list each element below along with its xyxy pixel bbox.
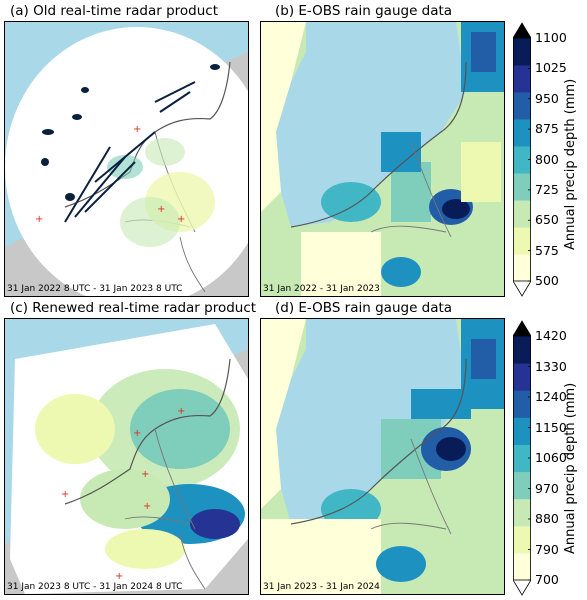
colorbar-extend-min — [513, 579, 531, 596]
svg-text:+: + — [133, 124, 141, 135]
colorbar-tick-label: 950 — [535, 90, 559, 106]
radar-site-markers: + + + + + + — [61, 406, 185, 582]
panel-b-period: 31 Jan 2022 - 31 Jan 2023 — [263, 284, 380, 294]
colorbar-bottom — [513, 320, 531, 596]
colorbar-tick-label: 875 — [535, 121, 559, 137]
colorbar-top-label: Annual precip depth (mm) — [563, 78, 578, 250]
radar-clutter-streaks — [64, 81, 196, 223]
panel-b-map: 31 Jan 2022 - 31 Jan 2023 — [260, 21, 505, 297]
colorbar-tick-label: 880 — [535, 511, 559, 526]
colorbar-tick-label: 500 — [535, 273, 559, 288]
svg-text:+: + — [141, 469, 149, 480]
colorbar-tick-label: 790 — [535, 541, 559, 557]
panel-a-map: + + + + 31 Jan 2022 8 UTC - 31 Jan 2023 … — [4, 21, 249, 297]
colorbar-tick-label: 1240 — [535, 389, 567, 404]
panel-c-period: 31 Jan 2023 8 UTC - 31 Jan 2024 8 UTC — [7, 582, 183, 592]
eobs-precip-cells — [261, 319, 504, 594]
colorbar-segment — [513, 390, 531, 418]
uk-land — [261, 319, 306, 509]
colorbar-top — [513, 22, 531, 297]
colorbar-segment — [513, 363, 531, 391]
svg-text:+: + — [157, 204, 165, 215]
panel-d-title: (d) E-OBS rain gauge data — [275, 300, 453, 316]
colorbar-segment — [513, 336, 531, 364]
colorbar-tick-label: 1100 — [535, 30, 567, 45]
colorbar-segment — [513, 471, 531, 500]
radar-precip-cells — [107, 138, 215, 247]
colorbar-segment — [513, 417, 531, 445]
eobs-precip-cells — [301, 22, 504, 296]
sea-area — [276, 319, 466, 524]
colorbar-extend-max — [513, 22, 531, 39]
svg-text:+: + — [143, 501, 151, 512]
radar-precip-cells — [35, 369, 245, 569]
panel-a-period: 31 Jan 2022 8 UTC - 31 Jan 2023 8 UTC — [7, 284, 183, 294]
panel-d-period: 31 Jan 2023 - 31 Jan 2024 — [263, 582, 380, 592]
svg-text:+: + — [177, 214, 185, 225]
panel-a-title: (a) Old real-time radar product — [10, 3, 219, 19]
svg-text:+: + — [133, 428, 141, 439]
colorbar-segment — [513, 38, 531, 66]
uk-land — [261, 22, 306, 212]
country-border — [370, 438, 452, 535]
colorbar-tick-label: 1025 — [535, 60, 567, 76]
sea-area — [276, 22, 466, 227]
panel-c-title: (c) Renewed real-time radar product — [10, 300, 257, 316]
country-border — [124, 428, 206, 590]
colorbar-segment — [513, 525, 531, 554]
svg-text:+: + — [61, 489, 69, 500]
colorbar-segment — [513, 119, 531, 147]
colorbar-segment — [513, 173, 531, 201]
coastline — [290, 61, 467, 228]
coastline — [290, 358, 467, 525]
svg-text:+: + — [35, 214, 43, 225]
radar-clutter-blobs — [41, 64, 220, 201]
colorbar-segment — [513, 200, 531, 228]
colorbar-tick-label: 725 — [535, 181, 559, 197]
colorbar-segment — [513, 498, 531, 527]
colorbar-extend-min — [513, 280, 531, 297]
colorbar-segment — [513, 444, 531, 473]
colorbar-tick-label: 650 — [535, 212, 559, 228]
colorbar-bottom-label: Annual precip depth (mm) — [563, 382, 578, 554]
colorbar-tick-label: 800 — [535, 151, 559, 167]
svg-text:+: + — [115, 571, 123, 582]
colorbar-segment — [513, 254, 531, 282]
country-border — [370, 141, 452, 238]
panel-b-title: (b) E-OBS rain gauge data — [275, 3, 453, 19]
colorbar-tick-label: 1060 — [535, 450, 567, 465]
panel-d-map: 31 Jan 2023 - 31 Jan 2024 — [260, 318, 505, 595]
colorbar-segment — [513, 552, 531, 581]
colorbar-tick-label: 970 — [535, 480, 559, 496]
colorbar-segment — [513, 146, 531, 174]
colorbar-segment — [513, 227, 531, 255]
colorbar-tick-label: 575 — [535, 242, 559, 258]
colorbar-segment — [513, 65, 531, 93]
colorbar-tick-label: 700 — [535, 572, 559, 587]
colorbar-tick-label: 1330 — [535, 358, 567, 374]
colorbar-segment — [513, 92, 531, 120]
colorbar-tick-label: 1420 — [535, 328, 567, 343]
panel-c-map: + + + + + + 31 Jan 2023 8 UTC - 31 Jan 2… — [4, 318, 249, 595]
svg-text:+: + — [177, 406, 185, 417]
radar-site-markers: + + + + — [35, 124, 185, 225]
colorbar-tick-label: 1150 — [535, 419, 567, 435]
colorbar-extend-max — [513, 320, 531, 337]
